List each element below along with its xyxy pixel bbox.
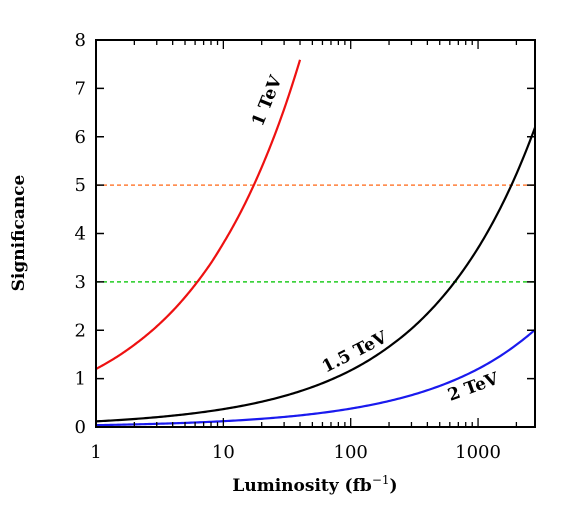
y-tick-label-1: 1 [75,369,86,390]
series-line-0 [96,59,302,370]
y-tick-labels: 0 1 2 3 4 5 6 7 8 [75,30,86,438]
plot-frame [95,39,536,428]
x-tick-label-1: 10 [212,442,235,463]
y-tick-label-3: 3 [75,272,86,293]
series-lines [96,59,535,427]
series-line-2 [96,328,535,427]
y-tick-label-2: 2 [75,320,86,341]
series-label-2tev: 2 TeV [445,369,502,406]
axis-ticks [96,40,535,427]
y-tick-label-5: 5 [75,175,86,196]
y-axis-title: Significance [9,174,29,291]
y-tick-label-7: 7 [75,78,86,99]
y-tick-label-8: 8 [75,30,86,51]
x-tick-label-0: 1 [90,442,101,463]
y-tick-label-4: 4 [75,224,86,245]
x-axis-title: Luminosity (fb−1) [232,473,397,496]
y-tick-label-6: 6 [75,127,86,148]
y-tick-label-0: 0 [75,417,86,438]
series-line-1 [96,127,535,423]
x-axis-title-main: Luminosity (fb [232,476,371,496]
x-axis-title-close: ) [390,476,398,496]
reference-lines [96,184,535,283]
x-tick-label-3: 1000 [455,442,501,463]
x-axis-title-exponent: −1 [372,473,390,487]
x-tick-label-2: 100 [334,442,368,463]
x-tick-labels: 1 10 100 1000 [90,442,501,463]
